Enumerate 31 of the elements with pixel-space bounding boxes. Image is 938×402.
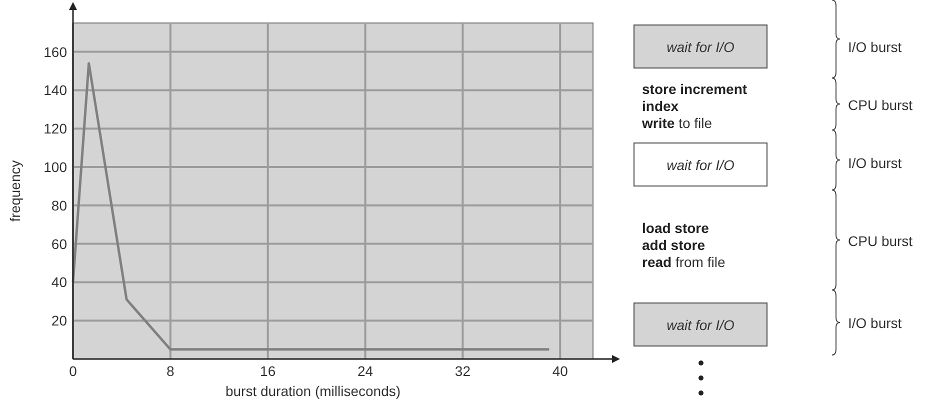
text: wait for I/O <box>666 157 734 173</box>
x-tick-label: 16 <box>260 363 276 379</box>
y-tick-label: 100 <box>44 159 68 175</box>
y-tick-label: 140 <box>44 82 68 98</box>
x-axis-title: burst duration (milliseconds) <box>225 383 401 399</box>
text: I/O burst <box>848 315 902 331</box>
y-axis-title: frequency <box>7 160 23 222</box>
y-tick-label: 20 <box>51 312 68 329</box>
text: CPU burst <box>848 97 913 113</box>
line-series <box>72 62 550 351</box>
x-tick-label: 40 <box>552 363 568 379</box>
text: wait for I/O <box>666 317 734 333</box>
text: load store <box>642 220 710 236</box>
text: CPU burst <box>848 233 913 249</box>
text: add store <box>642 237 706 253</box>
x-tick-label: 0 <box>69 363 78 379</box>
text: store increment <box>642 81 748 97</box>
x-tick-label: 24 <box>357 363 374 379</box>
text: index <box>642 98 679 114</box>
y-tick-label: 40 <box>51 274 68 290</box>
text: wait for I/O <box>666 39 734 55</box>
y-tick-label: 160 <box>44 44 68 60</box>
text: write to file <box>641 115 712 131</box>
x-tick-label: 8 <box>166 363 175 379</box>
y-tick-label: 120 <box>44 120 68 137</box>
text: read from file <box>642 254 726 270</box>
text: I/O burst <box>848 155 902 171</box>
y-tick-label: 80 <box>51 197 68 214</box>
text: I/O burst <box>848 39 902 55</box>
y-tick-label: 60 <box>51 236 68 252</box>
x-tick-label: 32 <box>454 363 471 379</box>
